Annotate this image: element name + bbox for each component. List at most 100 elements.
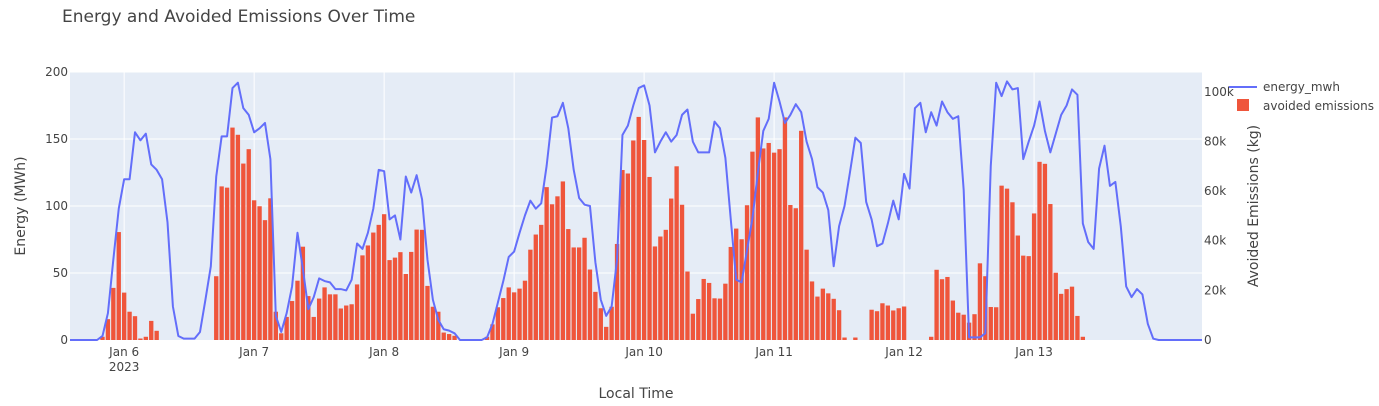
emissions-bar[interactable] — [717, 298, 723, 340]
emissions-bar[interactable] — [149, 320, 154, 340]
emissions-bar[interactable] — [279, 333, 284, 340]
emissions-bar[interactable] — [620, 170, 625, 340]
emissions-bar[interactable] — [734, 228, 739, 340]
emissions-bar[interactable] — [934, 269, 939, 340]
emissions-bar[interactable] — [257, 206, 262, 340]
emissions-bar[interactable] — [652, 246, 658, 340]
emissions-bar[interactable] — [230, 127, 235, 341]
emissions-bar[interactable] — [360, 255, 365, 340]
emissions-bar[interactable] — [929, 336, 934, 340]
emissions-bar[interactable] — [782, 117, 788, 341]
emissions-bar[interactable] — [771, 152, 777, 340]
emissions-bar[interactable] — [896, 308, 901, 340]
emissions-bar[interactable] — [273, 311, 278, 340]
emissions-bar[interactable] — [880, 303, 885, 340]
emissions-bar[interactable] — [988, 306, 993, 340]
emissions-bar[interactable] — [853, 337, 858, 340]
emissions-bar[interactable] — [539, 224, 544, 340]
emissions-bar[interactable] — [105, 319, 111, 340]
emissions-bar[interactable] — [885, 305, 891, 340]
emissions-bar[interactable] — [268, 198, 273, 340]
emissions-bar[interactable] — [744, 205, 750, 340]
emissions-bar[interactable] — [593, 291, 598, 340]
emissions-bar[interactable] — [284, 316, 289, 340]
emissions-bar[interactable] — [636, 116, 641, 340]
emissions-bar[interactable] — [723, 283, 728, 340]
emissions-bar[interactable] — [901, 306, 907, 341]
emissions-bar[interactable] — [820, 288, 826, 340]
emissions-bar[interactable] — [679, 204, 685, 340]
emissions-bar[interactable] — [831, 298, 836, 340]
emissions-bar[interactable] — [1037, 161, 1042, 340]
emissions-bar[interactable] — [696, 299, 701, 340]
emissions-bar[interactable] — [766, 142, 771, 340]
emissions-bar[interactable] — [1064, 289, 1069, 340]
emissions-bar[interactable] — [571, 247, 576, 340]
emissions-bar[interactable] — [143, 336, 148, 340]
emissions-bar[interactable] — [511, 292, 517, 340]
emissions-bar[interactable] — [344, 305, 349, 340]
emissions-bar[interactable] — [842, 337, 847, 340]
emissions-bar[interactable] — [587, 269, 593, 340]
emissions-bar[interactable] — [755, 117, 761, 341]
emissions-bar[interactable] — [490, 324, 495, 340]
emissions-bar[interactable] — [1004, 188, 1010, 340]
emissions-bar[interactable] — [1021, 255, 1026, 340]
emissions-bar[interactable] — [517, 288, 522, 340]
emissions-bar[interactable] — [446, 334, 452, 340]
emissions-bar[interactable] — [761, 148, 766, 340]
emissions-bar[interactable] — [501, 298, 506, 340]
emissions-bar[interactable] — [316, 298, 322, 340]
emissions-bar[interactable] — [300, 246, 306, 340]
emissions-bar[interactable] — [950, 300, 956, 340]
emissions-bar[interactable] — [116, 232, 121, 340]
emissions-bar[interactable] — [306, 296, 311, 340]
emissions-bar[interactable] — [154, 330, 159, 340]
emissions-bar[interactable] — [728, 246, 733, 340]
emissions-bar[interactable] — [544, 187, 549, 340]
emissions-bar[interactable] — [1059, 293, 1064, 340]
emissions-bar[interactable] — [669, 198, 674, 340]
emissions-bar[interactable] — [381, 214, 387, 340]
emissions-bar[interactable] — [690, 313, 696, 340]
emissions-bar[interactable] — [1015, 235, 1021, 340]
emissions-bar[interactable] — [956, 312, 961, 340]
emissions-bar[interactable] — [127, 311, 132, 340]
emissions-bar[interactable] — [560, 181, 566, 340]
emissions-bar[interactable] — [750, 151, 755, 340]
emissions-bar[interactable] — [295, 280, 300, 340]
emissions-bar[interactable] — [235, 134, 241, 340]
emissions-bar[interactable] — [1026, 256, 1031, 340]
emissions-bar[interactable] — [826, 293, 831, 340]
emissions-bar[interactable] — [712, 298, 717, 340]
emissions-bar[interactable] — [289, 301, 295, 340]
emissions-bar[interactable] — [311, 316, 316, 340]
emissions-bar[interactable] — [641, 139, 647, 340]
emissions-bar[interactable] — [111, 287, 116, 340]
emissions-bar[interactable] — [815, 296, 820, 340]
emissions-bar[interactable] — [631, 140, 636, 340]
emissions-bar[interactable] — [354, 284, 360, 340]
emissions-bar[interactable] — [409, 251, 414, 340]
emissions-bar[interactable] — [419, 229, 425, 340]
emissions-bar[interactable] — [436, 311, 441, 340]
emissions-bar[interactable] — [663, 229, 668, 340]
emissions-bar[interactable] — [1053, 272, 1058, 340]
emissions-bar[interactable] — [528, 249, 533, 340]
emissions-bar[interactable] — [322, 287, 327, 340]
emissions-bar[interactable] — [566, 229, 571, 340]
emissions-bar[interactable] — [506, 287, 511, 340]
emissions-bar[interactable] — [1075, 315, 1080, 340]
emissions-bar[interactable] — [1042, 163, 1048, 340]
emissions-bar[interactable] — [809, 281, 815, 340]
emissions-bar[interactable] — [121, 292, 127, 340]
emissions-bar[interactable] — [246, 149, 251, 340]
emissions-bar[interactable] — [874, 311, 880, 340]
emissions-bar[interactable] — [647, 176, 652, 340]
emissions-bar[interactable] — [549, 204, 555, 340]
avoided-emissions-bars[interactable] — [100, 116, 1086, 341]
emissions-bar[interactable] — [555, 196, 560, 340]
emissions-bar[interactable] — [425, 285, 430, 340]
emissions-bar[interactable] — [241, 163, 246, 340]
legend[interactable]: energy_mwh avoided emissions — [1229, 80, 1374, 113]
